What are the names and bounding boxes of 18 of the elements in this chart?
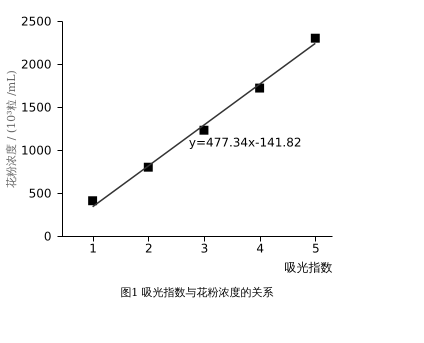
point xyxy=(199,126,208,135)
y-tick-label: 2000 xyxy=(20,58,52,72)
x-axis-title: 吸光指数 xyxy=(284,260,332,274)
y-tick-label: 500 xyxy=(28,186,52,200)
y-axis-title: 花粉浓度 / (10³粒 /mL) xyxy=(4,70,18,188)
y-tick-label: 0 xyxy=(44,230,52,244)
x-tick-label: 1 xyxy=(89,242,97,256)
y-tick-label: 1000 xyxy=(20,144,52,158)
x-tick-label: 4 xyxy=(256,242,264,256)
y-tick-label: 2500 xyxy=(20,14,52,28)
point xyxy=(88,196,98,206)
point xyxy=(310,34,320,43)
x-tick-label: 2 xyxy=(144,242,153,256)
annotation: y=477.34x-141.82 xyxy=(188,135,302,150)
caption: 图1 吸光指数与花粉浓度的关系 xyxy=(120,286,274,299)
y-tick-label: 1500 xyxy=(20,100,52,114)
x-tick-label: 5 xyxy=(312,242,320,256)
x-tick-label: 3 xyxy=(200,242,208,256)
